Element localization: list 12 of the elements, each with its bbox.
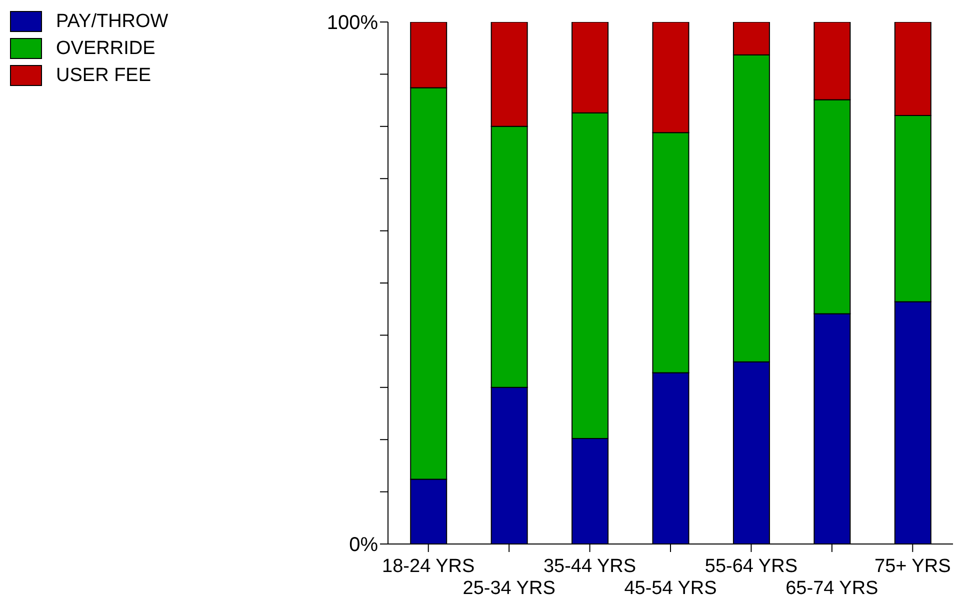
x-tick-label: 35-44 YRS xyxy=(543,556,636,577)
x-tick-label: 25-34 YRS xyxy=(462,578,556,599)
x-tick-label: 18-24 YRS xyxy=(382,556,475,577)
legend-label: OVERRIDE xyxy=(56,38,156,60)
y-tick-label: 100% xyxy=(326,12,378,34)
x-tick-label: 75+ YRS xyxy=(874,556,951,577)
x-tick-label: 55-64 YRS xyxy=(704,556,798,577)
x-tick-label: 45-54 YRS xyxy=(624,578,717,599)
y-tick-label: 0% xyxy=(349,534,378,556)
legend-label: PAY/THROW xyxy=(56,10,168,32)
legend-label: USER FEE xyxy=(56,64,152,86)
x-tick-label: 65-74 YRS xyxy=(786,578,878,599)
